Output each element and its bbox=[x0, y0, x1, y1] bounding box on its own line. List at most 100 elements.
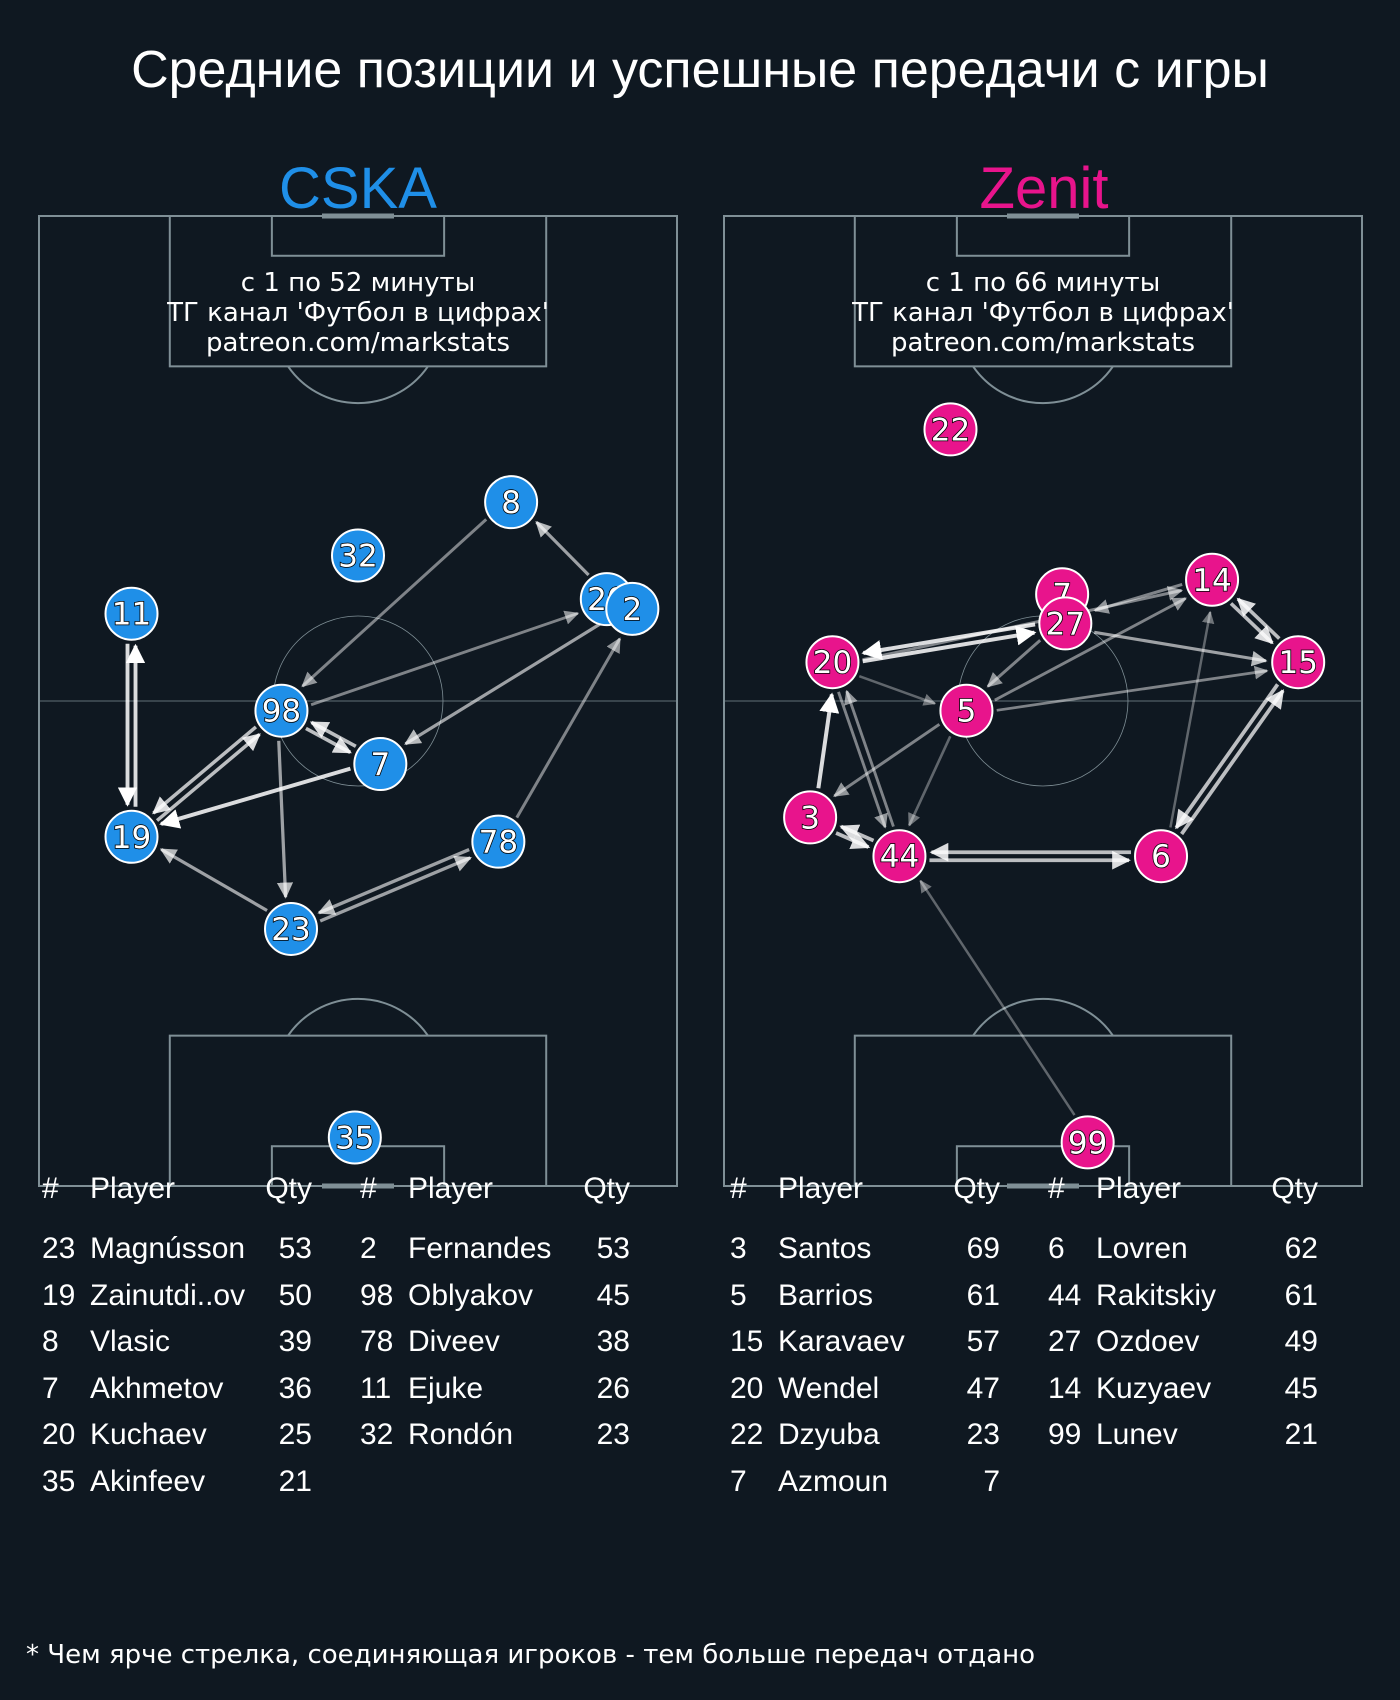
player-cell: Azmoun bbox=[778, 1464, 889, 1498]
player-cell: Magnússon bbox=[90, 1232, 246, 1265]
num-cell: # bbox=[42, 1172, 59, 1205]
table-row: 32 Rondón 23 bbox=[360, 1418, 630, 1465]
team-title-zenit: Zenit bbox=[979, 156, 1109, 221]
top-penalty-arc bbox=[972, 365, 1114, 405]
pass-arrow-44-20 bbox=[844, 689, 895, 828]
player-cell: Vlasic bbox=[90, 1325, 171, 1358]
player-label-15: 15 bbox=[1278, 645, 1317, 681]
player-label-20: 20 bbox=[813, 645, 852, 681]
info-line-3: patreon.com/markstats bbox=[891, 328, 1195, 358]
player-marker-3 bbox=[783, 790, 838, 845]
player-marker-35 bbox=[327, 1110, 382, 1165]
player-label-5: 5 bbox=[957, 694, 977, 730]
qty-cell: 23 bbox=[966, 1418, 1000, 1451]
qty-cell: 61 bbox=[1284, 1278, 1318, 1312]
player-marker-44 bbox=[872, 829, 927, 884]
player-label-98: 98 bbox=[262, 694, 301, 730]
info-line-1: с 1 по 66 минуты bbox=[926, 268, 1160, 298]
player-marker-22 bbox=[923, 402, 978, 457]
player-label-32: 32 bbox=[338, 539, 377, 575]
num-cell: 22 bbox=[730, 1418, 764, 1451]
player-cell: Wendel bbox=[778, 1371, 880, 1405]
info-line-2: ТГ канал 'Футбол в цифрах' bbox=[166, 298, 549, 328]
pass-arrow-15-14 bbox=[1236, 597, 1281, 640]
table-row: 22 Dzyuba 23 bbox=[730, 1418, 1000, 1465]
player-cell: Player bbox=[408, 1172, 494, 1205]
player-cell: Zainutdi..ov bbox=[90, 1278, 246, 1312]
player-marker-27 bbox=[1038, 596, 1093, 651]
bottom-penalty-arc bbox=[972, 997, 1114, 1037]
player-cell: Player bbox=[1096, 1172, 1182, 1205]
qty-cell: Qty bbox=[265, 1172, 312, 1205]
pass-arrow-6-14 bbox=[1169, 610, 1215, 828]
table-row: 35 Akinfeev 21 bbox=[42, 1465, 312, 1512]
pass-arrow-20-5 bbox=[858, 674, 937, 706]
player-label-8: 8 bbox=[501, 485, 521, 521]
player-marker-11 bbox=[104, 586, 159, 641]
pass-arrow-15-6 bbox=[1174, 683, 1280, 830]
player-label-14: 14 bbox=[1192, 563, 1231, 599]
player-label-6: 6 bbox=[1151, 839, 1171, 875]
qty-cell: 49 bbox=[1284, 1325, 1318, 1358]
player-marker-7 bbox=[353, 737, 408, 792]
team-title-cska: CSKA bbox=[279, 156, 437, 221]
player-label-35: 35 bbox=[335, 1121, 374, 1157]
table-row: 7 Azmoun 7 bbox=[730, 1465, 1000, 1512]
table-row: 98 Oblyakov 45 bbox=[360, 1279, 630, 1326]
player-cell: Santos bbox=[778, 1232, 872, 1265]
table-row: 44 Rakitskiy 61 bbox=[1048, 1279, 1318, 1326]
player-marker-2 bbox=[605, 581, 660, 636]
qty-cell: 23 bbox=[596, 1418, 630, 1451]
pass-arrow-20-27 bbox=[862, 625, 1037, 664]
table-row: 7 Akhmetov 36 bbox=[42, 1372, 312, 1419]
table-row: 14 Kuzyaev 45 bbox=[1048, 1372, 1318, 1419]
num-cell: 98 bbox=[360, 1278, 394, 1312]
player-label-2: 2 bbox=[622, 592, 642, 628]
info-line-3: patreon.com/markstats bbox=[206, 328, 510, 358]
pass-arrow-7-98 bbox=[309, 720, 357, 748]
info-line-1: с 1 по 52 минуты bbox=[241, 268, 475, 298]
info-line-2: ТГ канал 'Футбол в цифрах' bbox=[851, 298, 1234, 328]
player-marker-14 bbox=[1185, 552, 1240, 607]
num-cell: 14 bbox=[1048, 1371, 1082, 1405]
player-cell: Player bbox=[778, 1172, 864, 1205]
table-row: 99 Lunev 21 bbox=[1048, 1418, 1318, 1465]
player-table-4: # Player Qty 6 Lovren 62 44 Rakitskiy 61 27 Ozdoev… bbox=[1048, 1172, 1318, 1465]
player-marker-78 bbox=[471, 814, 526, 869]
num-cell: 27 bbox=[1048, 1325, 1082, 1358]
num-cell: 7 bbox=[42, 1371, 59, 1405]
table-row: 8 Vlasic 39 bbox=[42, 1325, 312, 1372]
table-row: 15 Karavaev 57 bbox=[730, 1325, 1000, 1372]
player-label-44: 44 bbox=[880, 839, 919, 875]
qty-cell: 25 bbox=[278, 1418, 312, 1451]
player-cell: Fernandes bbox=[408, 1232, 552, 1265]
pass-arrow-98-20 bbox=[310, 610, 580, 707]
num-cell: 6 bbox=[1048, 1232, 1065, 1265]
pass-arrow-78-2 bbox=[515, 637, 622, 819]
pass-arrow-3-20 bbox=[816, 692, 840, 789]
player-label-22: 22 bbox=[931, 412, 970, 448]
pass-arrow-8-98 bbox=[301, 518, 488, 688]
bottom-penalty-arc bbox=[287, 997, 429, 1037]
qty-cell: Qty bbox=[583, 1172, 630, 1205]
qty-cell: 53 bbox=[278, 1232, 312, 1265]
player-cell: Lunev bbox=[1096, 1418, 1178, 1451]
player-cell: Akinfeev bbox=[90, 1464, 206, 1498]
pass-arrow-98-19 bbox=[152, 725, 258, 815]
qty-cell: 69 bbox=[966, 1232, 1000, 1265]
num-cell: 5 bbox=[730, 1278, 747, 1312]
player-label-78: 78 bbox=[479, 825, 518, 861]
num-cell: 23 bbox=[42, 1232, 76, 1265]
page-title: Средние позиции и успешные передачи с иг… bbox=[131, 41, 1269, 99]
num-cell: 3 bbox=[730, 1232, 747, 1265]
num-cell: 15 bbox=[730, 1325, 764, 1358]
qty-cell: 38 bbox=[596, 1325, 630, 1358]
pass-arrow-14-15 bbox=[1229, 602, 1274, 645]
player-table-2: # Player Qty 2 Fernandes 53 98 Oblyakov 45 78 Dive… bbox=[360, 1172, 630, 1465]
player-cell: Rondón bbox=[408, 1418, 514, 1451]
num-cell: 99 bbox=[1048, 1418, 1082, 1451]
qty-cell: 45 bbox=[596, 1278, 630, 1312]
pass-arrow-19-98 bbox=[155, 733, 261, 822]
qty-cell: 61 bbox=[966, 1278, 1000, 1312]
